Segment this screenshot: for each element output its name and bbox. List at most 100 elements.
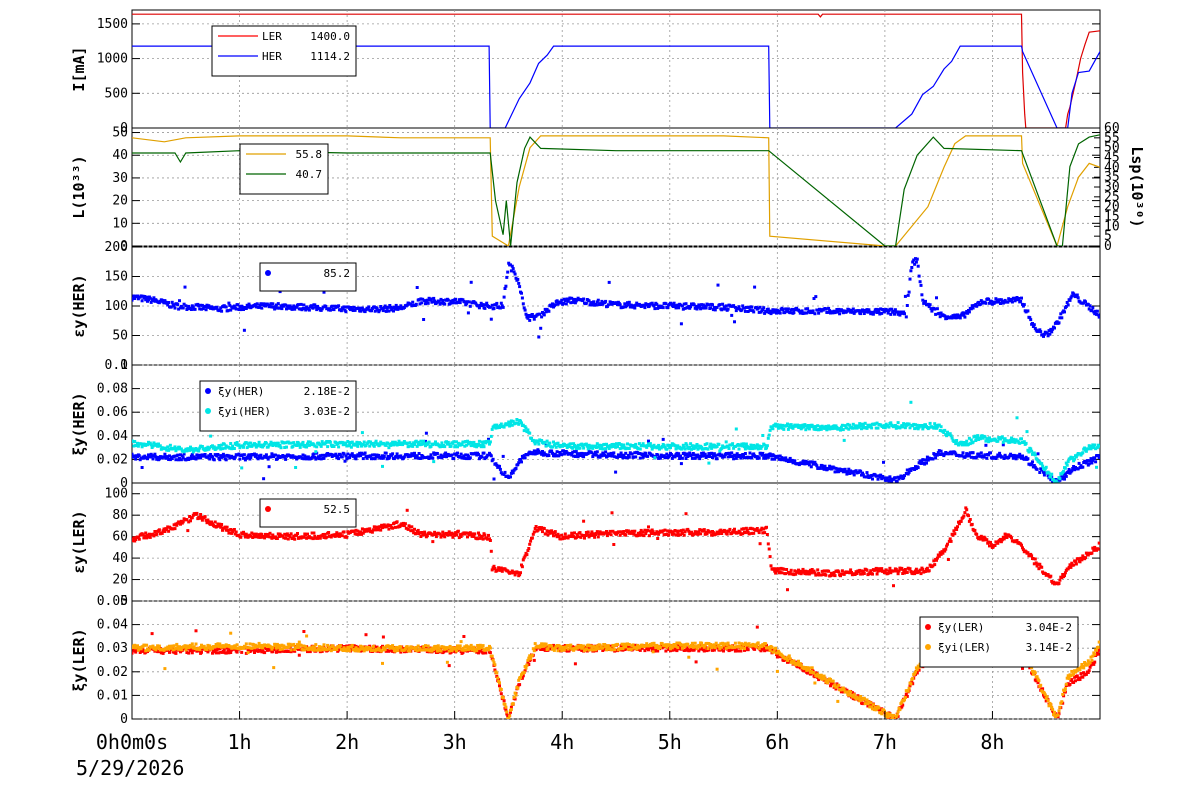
data-point [967,514,970,517]
y-tick-label: 10 [112,216,128,231]
data-point [329,309,332,312]
data-point [596,450,599,453]
data-point [443,535,446,538]
data-point [176,454,179,457]
data-point [500,423,503,426]
data-point [184,286,187,289]
data-point [186,529,189,532]
data-point [733,320,736,323]
data-point [766,444,769,447]
data-point [763,531,766,534]
data-point [708,455,711,458]
data-point [323,533,326,536]
data-point [733,528,736,531]
data-point [616,445,619,448]
panel-4: 00.020.040.060.080.1ξy(HER)ξy(HER)2.18E-… [70,358,1101,498]
data-point [1027,451,1030,454]
data-point [655,530,658,533]
data-point [956,525,959,528]
data-point [792,311,795,314]
data-point [197,450,200,453]
data-point [904,295,907,298]
data-point [215,651,218,654]
data-point [750,306,753,309]
data-point [459,301,462,304]
data-point [259,454,262,457]
data-point [984,453,987,456]
data-point [174,527,177,530]
data-point [1029,318,1032,321]
y-axis-label: L(10³³) [70,155,88,218]
data-point [628,456,631,459]
data-point [522,302,525,305]
data-point [931,458,934,461]
data-point [435,535,438,538]
data-point [910,266,913,269]
data-point [265,442,268,445]
data-point [184,304,187,307]
data-point [1026,457,1029,460]
data-point [223,648,226,651]
data-point [506,271,509,274]
data-point [518,285,521,288]
data-point [145,296,148,299]
y-axis-label: ξy(LER) [70,628,88,691]
data-point [457,530,460,533]
data-point [235,531,238,534]
data-point [917,265,920,268]
data-point [699,532,702,535]
data-point [647,525,650,528]
data-point [646,529,649,532]
data-point [493,478,496,481]
data-point [639,457,642,460]
data-point [791,308,794,311]
data-point [946,543,949,546]
data-point [233,447,236,450]
data-point [450,445,453,448]
data-point [738,448,741,451]
data-point [174,652,177,655]
data-point [525,553,528,556]
data-point [1086,459,1089,462]
data-point [707,462,710,465]
data-point [490,318,493,321]
data-point [950,540,953,543]
data-point [534,442,537,445]
data-point [134,651,137,654]
data-point [436,452,439,455]
data-point [362,457,365,460]
data-point [1091,306,1094,309]
data-point [478,440,481,443]
data-point [965,508,968,511]
data-point [864,487,867,490]
data-point [969,518,972,521]
data-point [907,294,910,297]
data-point [934,457,937,460]
data-point [418,452,421,455]
data-point [607,303,610,306]
data-point [284,458,287,461]
data-point [827,570,830,573]
data-point [876,483,879,486]
data-point [897,421,900,424]
data-point [595,304,598,307]
data-point [195,458,198,461]
data-point [337,457,340,460]
data-point [1025,442,1028,445]
data-point [441,299,444,302]
data-point [824,574,827,577]
data-point [447,299,450,302]
data-point [499,468,502,471]
data-point [452,457,455,460]
data-point [919,280,922,283]
data-point [962,451,965,454]
data-point [571,447,574,450]
data-point [361,431,364,434]
data-point [888,426,891,429]
data-point [611,511,614,514]
data-point [431,540,434,543]
data-point [302,441,305,444]
data-point [786,423,789,426]
data-point [1090,462,1093,465]
